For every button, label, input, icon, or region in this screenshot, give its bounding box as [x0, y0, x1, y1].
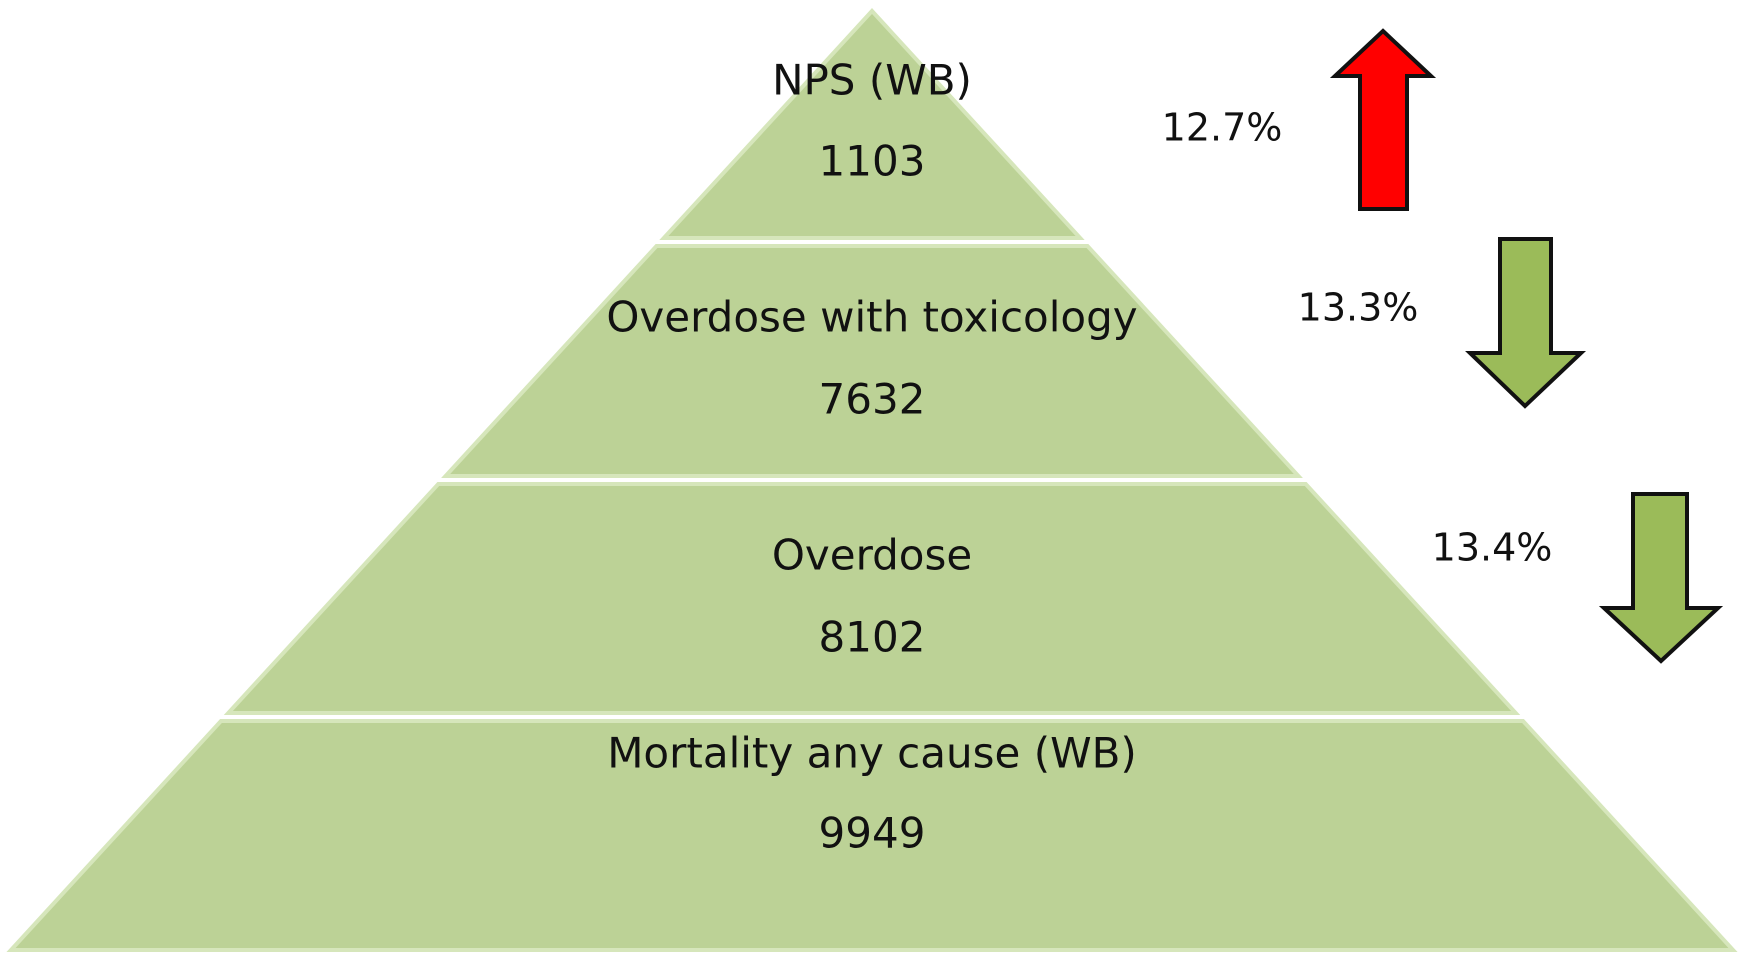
down-arrow	[1465, 237, 1587, 409]
level-value: 8102	[819, 613, 926, 662]
level-value: 1103	[819, 137, 926, 186]
level-label: Overdose with toxicology	[606, 293, 1137, 342]
pyramid	[6, 8, 1738, 952]
level-value: 9949	[819, 809, 926, 858]
down-arrow	[1598, 492, 1724, 664]
level-label: Overdose	[772, 531, 972, 580]
level-label: Mortality any cause (WB)	[607, 729, 1137, 778]
change-label: 13.4%	[1432, 526, 1553, 570]
pyramid-level	[659, 8, 1085, 240]
pyramid-level	[223, 482, 1521, 715]
level-label: NPS (WB)	[772, 56, 972, 105]
pyramid-level	[441, 244, 1303, 478]
change-label: 13.3%	[1298, 286, 1419, 330]
change-label: 12.7%	[1162, 106, 1283, 150]
level-value: 7632	[819, 375, 926, 424]
up-arrow	[1329, 28, 1437, 211]
pyramid-level	[6, 719, 1738, 952]
